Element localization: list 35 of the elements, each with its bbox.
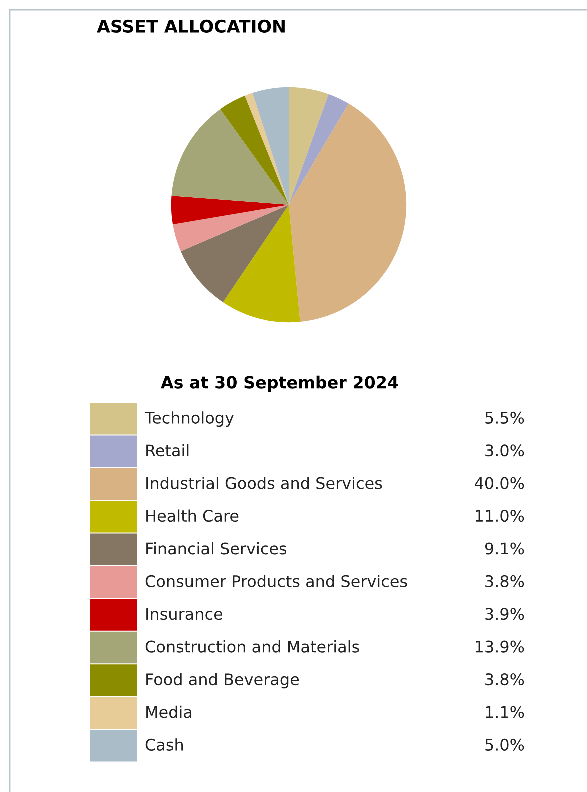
data-label: 3.8%	[486, 575, 524, 588]
legend-label: Media	[146, 706, 192, 718]
pie-slice	[180, 205, 289, 303]
pie-slice	[173, 205, 289, 252]
legend-label: Construction and Materials	[146, 640, 360, 653]
pie-slice	[172, 109, 289, 205]
legend-label: Consumer Products and Services	[146, 575, 408, 588]
chart-title: ASSET ALLOCATION	[97, 20, 285, 34]
data-label: 3.8%	[486, 674, 524, 686]
data-label: 3.0%	[486, 444, 524, 457]
pie-slice	[220, 96, 289, 205]
data-label: 9.1%	[485, 542, 524, 555]
data-label: 5.0%	[486, 738, 524, 751]
legend-label: Industrial Goods and Services	[146, 477, 382, 490]
pie-slice	[252, 87, 289, 205]
legend-label: Technology	[144, 412, 234, 428]
pie-slice	[289, 104, 407, 322]
data-label: 11.0%	[476, 510, 524, 522]
legend-label: Retail	[146, 444, 189, 457]
data-label: 3.9%	[486, 608, 524, 620]
data-label: 1.1%	[486, 706, 524, 718]
legend-label: Health Care	[146, 510, 239, 522]
data-label: 40.0%	[475, 477, 524, 490]
pie-slice	[223, 205, 300, 323]
data-label: 13.9%	[476, 640, 524, 653]
legend-label: Insurance	[146, 608, 223, 620]
pie-slice	[245, 93, 289, 205]
legend-label: Food and Beverage	[146, 673, 300, 689]
pie-slice	[289, 87, 329, 205]
data-label: 5.5%	[486, 412, 524, 424]
pie-slice	[289, 94, 349, 205]
legend-label: Financial Services	[146, 542, 287, 555]
legend-label: Cash	[146, 738, 184, 751]
text: As at 30 September 2024	[161, 376, 398, 392]
pie-slice	[171, 196, 289, 225]
